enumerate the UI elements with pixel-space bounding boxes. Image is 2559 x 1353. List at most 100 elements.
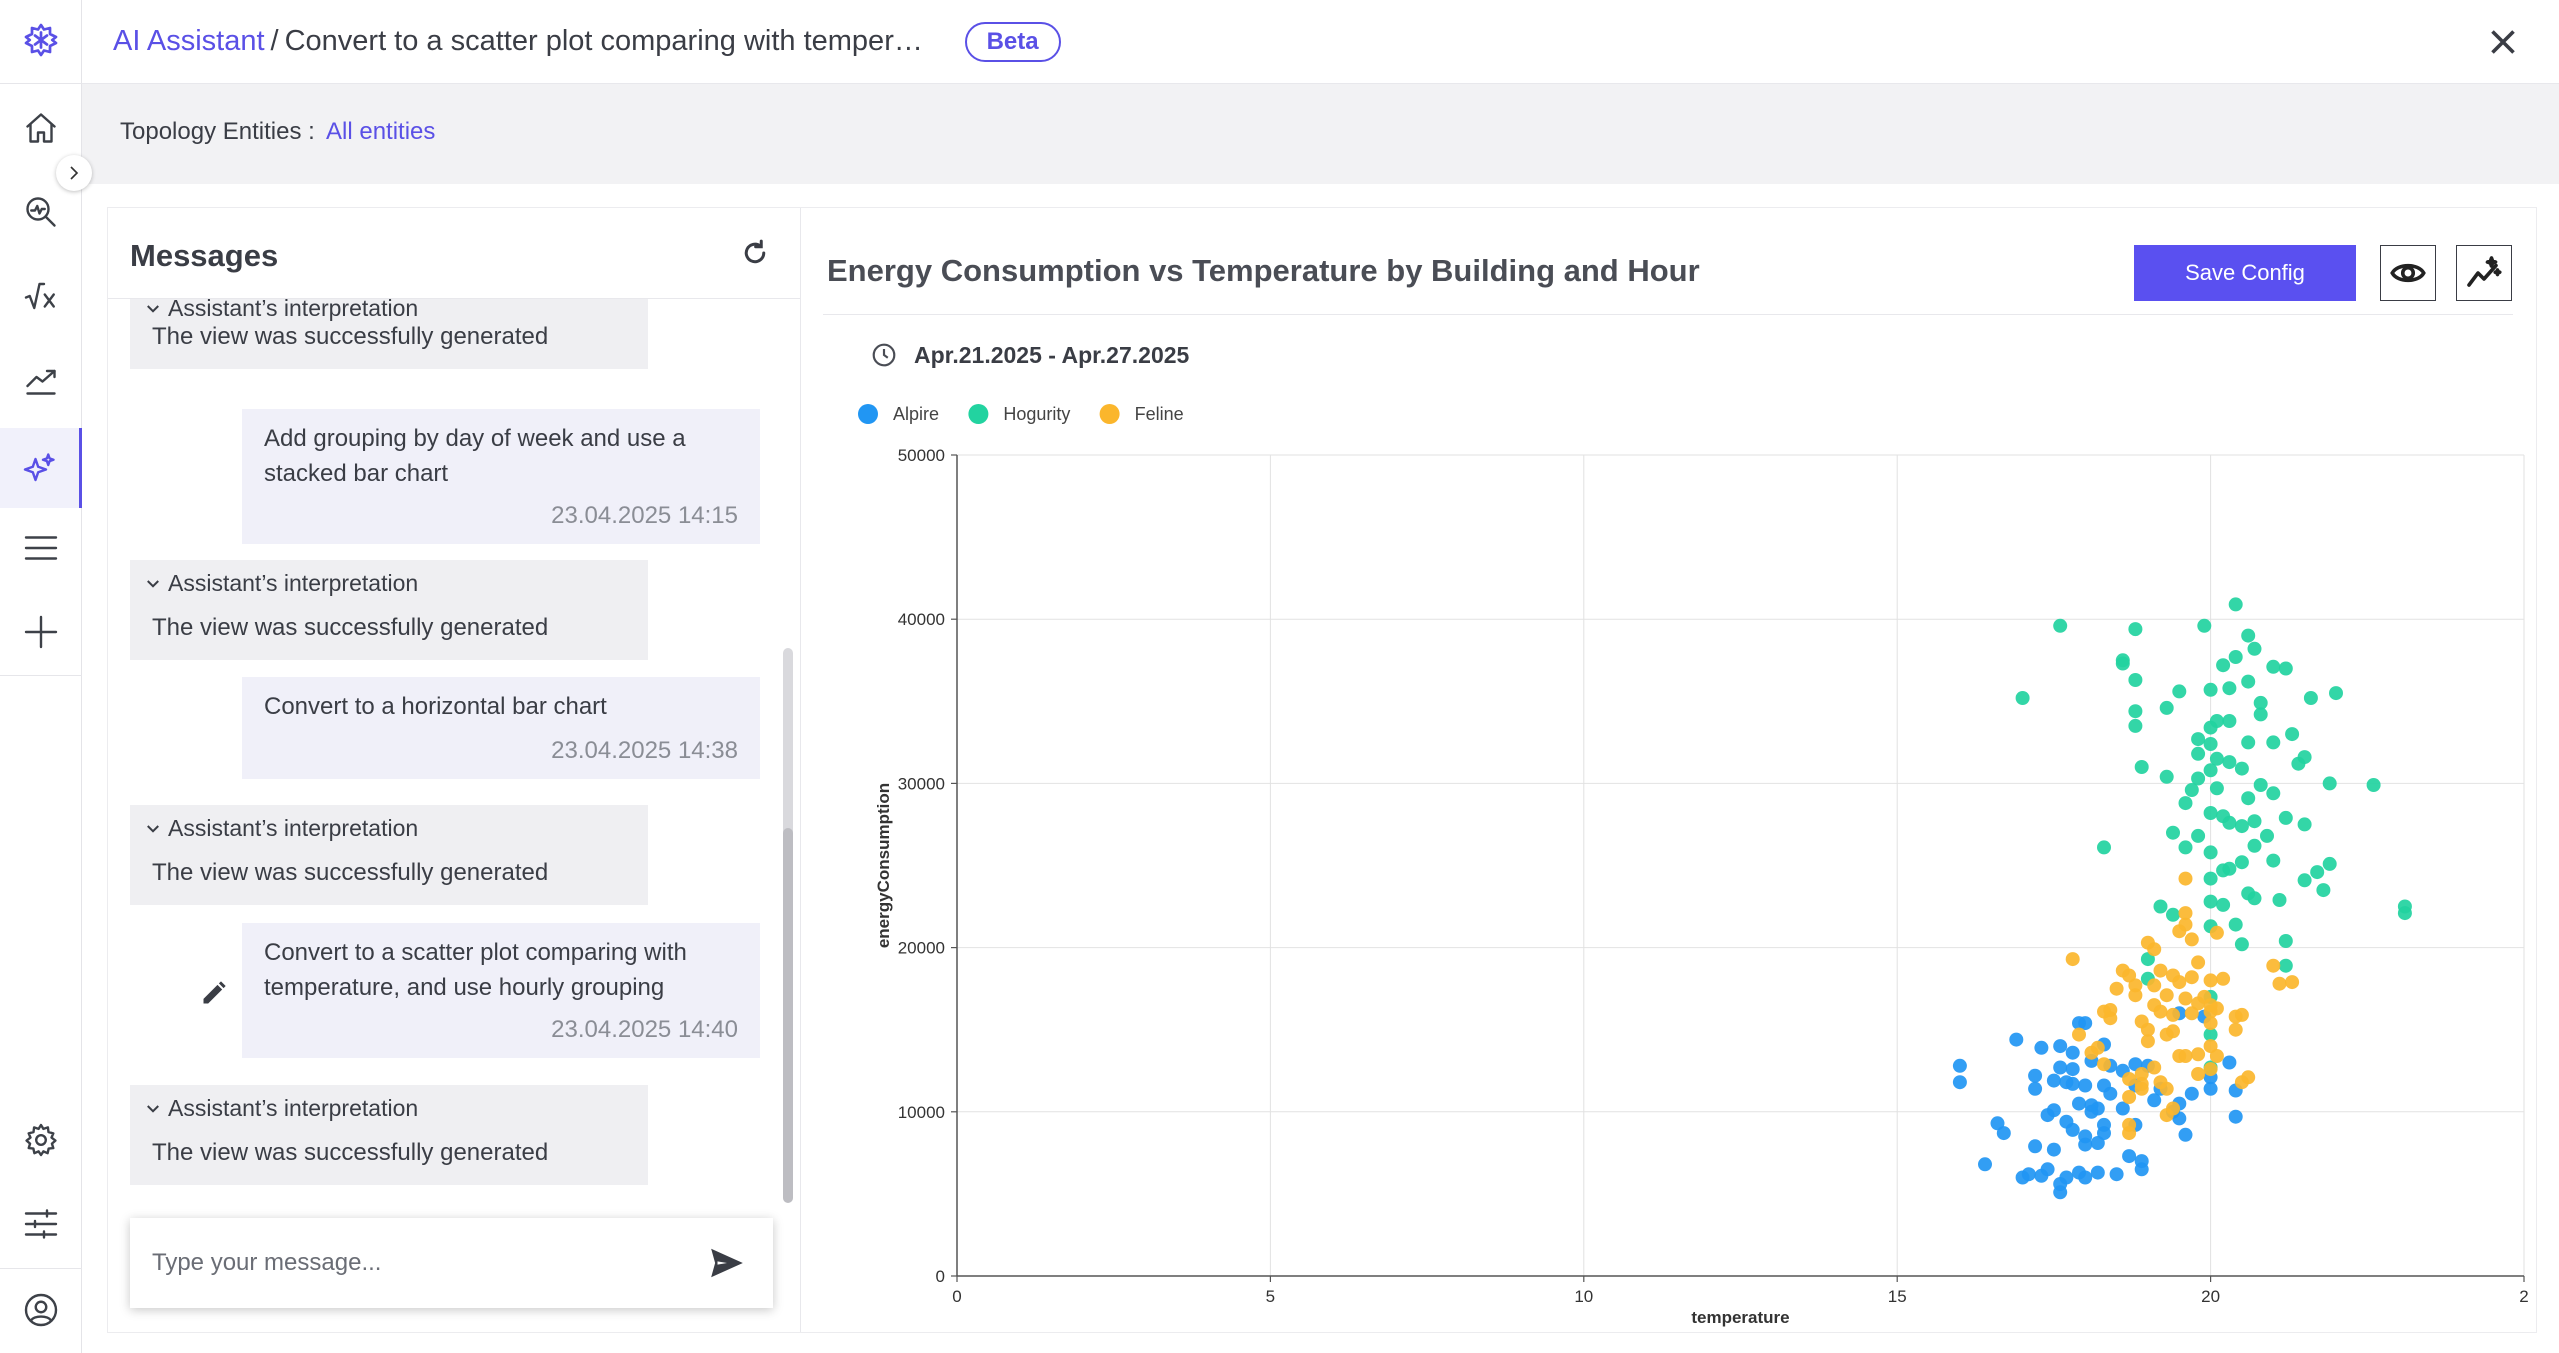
interpretation-toggle[interactable]: Assistant’s interpretation — [144, 299, 418, 322]
scatter-point-feline[interactable] — [2090, 1040, 2105, 1055]
scatter-point-alpire[interactable] — [2184, 1086, 2199, 1101]
scatter-point-hogurity[interactable] — [2234, 855, 2249, 870]
scatter-point-hogurity[interactable] — [2203, 894, 2218, 909]
scatter-point-hogurity[interactable] — [2166, 825, 2180, 840]
scatter-point-alpire[interactable] — [2065, 1062, 2080, 1077]
scatter-point-hogurity[interactable] — [2153, 899, 2168, 914]
scatter-point-hogurity[interactable] — [2241, 674, 2256, 689]
scatter-point-alpire[interactable] — [2134, 1154, 2149, 1169]
scatter-point-hogurity[interactable] — [2278, 934, 2293, 948]
scatter-point-hogurity[interactable] — [2053, 618, 2068, 633]
edit-message-button[interactable] — [200, 979, 228, 1007]
scatter-point-feline[interactable] — [2159, 1081, 2174, 1096]
scatter-point-feline[interactable] — [2234, 1007, 2249, 1022]
scatter-point-hogurity[interactable] — [2266, 786, 2281, 801]
messages-scrollbar-thumb[interactable] — [783, 828, 793, 1203]
search-analytics-icon[interactable] — [0, 176, 82, 248]
scatter-point-hogurity[interactable] — [2241, 735, 2256, 750]
trend-chart-icon[interactable] — [0, 344, 82, 416]
scatter-point-alpire[interactable] — [2046, 1142, 2061, 1157]
message-list[interactable]: Assistant’s interpretation The view was … — [108, 299, 801, 1219]
scatter-point-hogurity[interactable] — [2228, 917, 2243, 932]
scatter-point-feline[interactable] — [2166, 1024, 2180, 1039]
scatter-point-hogurity[interactable] — [2191, 746, 2206, 761]
scatter-point-hogurity[interactable] — [2203, 737, 2218, 751]
scatter-point-feline[interactable] — [2209, 925, 2224, 940]
scatter-point-hogurity[interactable] — [2278, 661, 2293, 676]
scatter-point-feline[interactable] — [2128, 988, 2143, 1003]
scatter-point-feline[interactable] — [2134, 1067, 2149, 1081]
scatter-point-hogurity[interactable] — [2297, 873, 2312, 888]
scatter-point-feline[interactable] — [2178, 917, 2193, 932]
scatter-point-feline[interactable] — [2153, 1004, 2168, 1019]
scatter-point-hogurity[interactable] — [2203, 763, 2218, 778]
scatter-point-hogurity[interactable] — [2203, 682, 2218, 697]
scatter-point-hogurity[interactable] — [2228, 650, 2243, 664]
scatter-point-feline[interactable] — [2122, 1126, 2137, 1141]
scatter-point-feline[interactable] — [2285, 975, 2300, 990]
scatter-point-feline[interactable] — [2147, 978, 2162, 993]
scatter-point-alpire[interactable] — [2078, 1137, 2093, 1152]
scatter-point-hogurity[interactable] — [2310, 865, 2325, 880]
expand-sidebar-button[interactable] — [56, 155, 92, 191]
scatter-point-feline[interactable] — [2122, 1072, 2137, 1086]
scatter-point-alpire[interactable] — [2103, 1086, 2118, 1101]
scatter-point-feline[interactable] — [2203, 1016, 2218, 1031]
scatter-point-hogurity[interactable] — [2272, 893, 2287, 907]
scatter-point-alpire[interactable] — [2147, 1093, 2162, 1108]
scatter-point-hogurity[interactable] — [2128, 718, 2143, 733]
scatter-point-feline[interactable] — [2209, 1001, 2224, 1016]
scatter-point-alpire[interactable] — [2065, 1122, 2080, 1137]
scatter-point-alpire[interactable] — [2046, 1103, 2061, 1118]
scatter-point-feline[interactable] — [2191, 955, 2206, 970]
scatter-point-feline[interactable] — [2184, 970, 2199, 985]
scatter-point-feline[interactable] — [2140, 1022, 2155, 1037]
scatter-point-alpire[interactable] — [2028, 1139, 2043, 1154]
scatter-point-alpire[interactable] — [1996, 1126, 2011, 1141]
close-button[interactable] — [2485, 24, 2521, 60]
scatter-point-hogurity[interactable] — [2216, 897, 2231, 912]
scatter-point-hogurity[interactable] — [2128, 673, 2143, 687]
scatter-point-hogurity[interactable] — [2191, 828, 2206, 843]
scatter-point-hogurity[interactable] — [2260, 828, 2274, 843]
scatter-point-hogurity[interactable] — [2184, 783, 2199, 797]
scatter-point-hogurity[interactable] — [2203, 1027, 2218, 1042]
interpretation-toggle[interactable]: Assistant’s interpretation — [144, 570, 418, 597]
scatter-point-alpire[interactable] — [2046, 1073, 2061, 1088]
menu-list-icon[interactable] — [0, 512, 82, 584]
scatter-point-hogurity[interactable] — [2209, 714, 2224, 728]
scatter-point-feline[interactable] — [2172, 975, 2187, 990]
scatter-point-hogurity[interactable] — [2222, 861, 2237, 876]
scatter-point-feline[interactable] — [2228, 1022, 2243, 1037]
user-profile-icon[interactable] — [0, 1274, 82, 1346]
legend-item-feline[interactable]: Feline — [1099, 404, 1184, 424]
scatter-point-hogurity[interactable] — [2128, 622, 2143, 637]
scatter-point-hogurity[interactable] — [2253, 778, 2268, 792]
scatter-point-hogurity[interactable] — [2134, 760, 2149, 774]
scatter-point-feline[interactable] — [2166, 1101, 2180, 1116]
ai-sparkle-icon[interactable] — [0, 428, 82, 508]
scatter-point-alpire[interactable] — [2009, 1032, 2024, 1047]
scatter-point-hogurity[interactable] — [2203, 871, 2218, 886]
scatter-point-alpire[interactable] — [2078, 1170, 2093, 1185]
sliders-icon[interactable] — [0, 1188, 82, 1260]
scatter-point-hogurity[interactable] — [2178, 796, 2193, 811]
scatter-point-feline[interactable] — [2122, 1090, 2137, 1104]
scatter-point-hogurity[interactable] — [2316, 883, 2331, 898]
scatter-point-alpire[interactable] — [2203, 1081, 2218, 1096]
chart-legend[interactable]: Alpire Hogurity Feline — [858, 404, 1184, 424]
save-config-button[interactable]: Save Config — [2134, 245, 2356, 301]
scatter-point-alpire[interactable] — [2028, 1068, 2043, 1083]
scatter-point-alpire[interactable] — [2053, 1060, 2068, 1075]
scatter-point-hogurity[interactable] — [2278, 810, 2293, 825]
scatter-point-feline[interactable] — [2109, 981, 2124, 996]
scatter-point-alpire[interactable] — [2059, 1170, 2074, 1185]
scatter-point-hogurity[interactable] — [2397, 906, 2412, 921]
legend-item-hogurity[interactable]: Hogurity — [968, 404, 1070, 424]
scatter-point-hogurity[interactable] — [2172, 684, 2187, 699]
scatter-point-hogurity[interactable] — [2222, 815, 2237, 830]
scatter-point-hogurity[interactable] — [2203, 806, 2218, 820]
scatter-point-alpire[interactable] — [2053, 1039, 2068, 1054]
scatter-point-feline[interactable] — [2072, 1027, 2086, 1042]
scatter-point-hogurity[interactable] — [2297, 750, 2312, 765]
